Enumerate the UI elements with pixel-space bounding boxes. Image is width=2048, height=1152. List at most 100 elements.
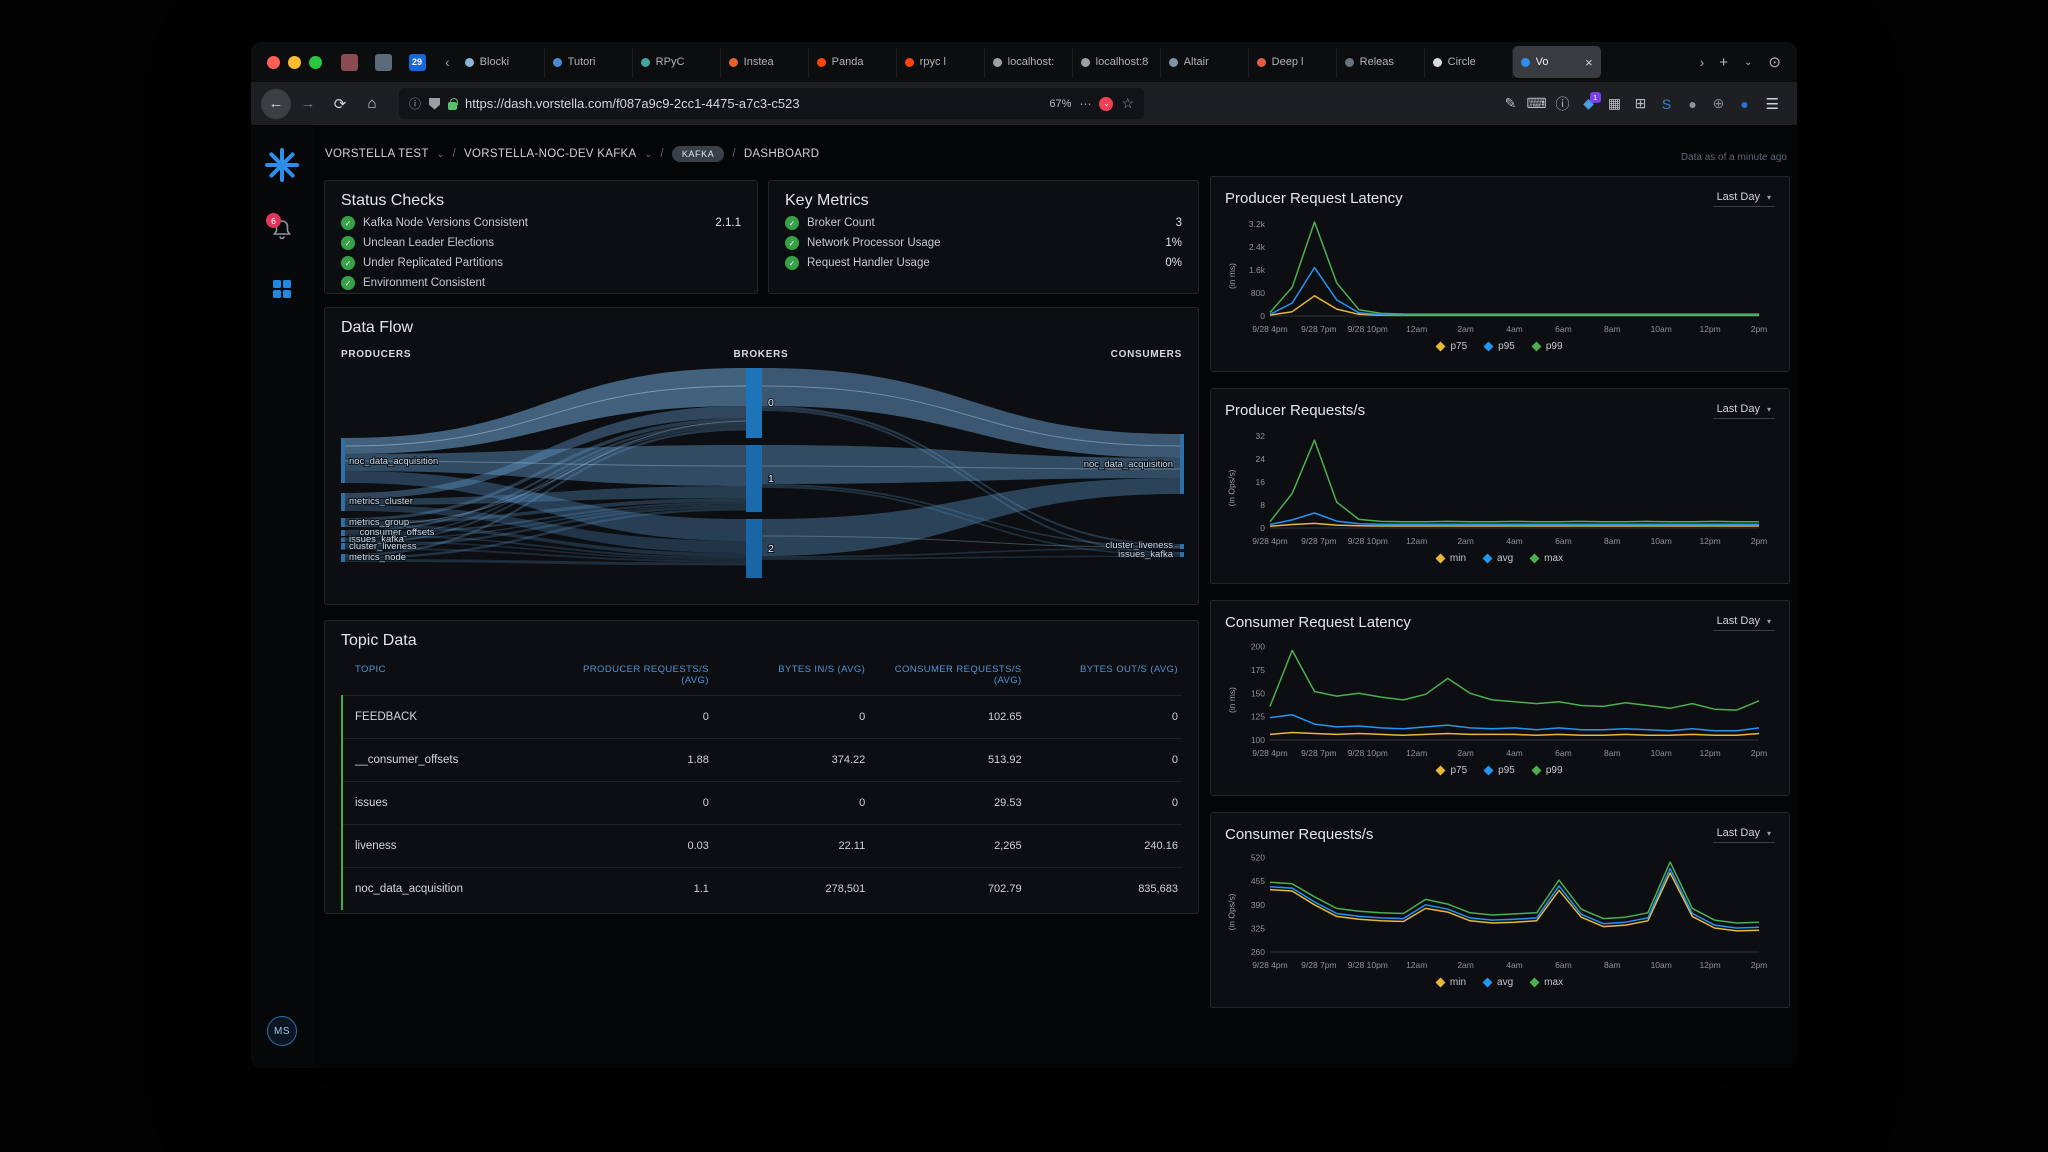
tab-11[interactable]: Circle xyxy=(1425,46,1513,78)
time-range-dropdown[interactable]: Last Day ▾ xyxy=(1712,401,1775,419)
pinned-tab-2[interactable] xyxy=(368,47,398,77)
pinned-favicon-icon xyxy=(374,53,392,71)
table-row[interactable]: noc_data_acquisition 1.1 278,501 702.79 835… xyxy=(341,867,1182,910)
page-info-icon[interactable]: ⓘ xyxy=(409,97,422,111)
url-text[interactable]: https://dash.vorstella.com/f087a9c9-2cc1… xyxy=(465,96,800,111)
table-row[interactable]: FEEDBACK 0 0 102.65 0 xyxy=(341,695,1182,738)
bird-extension-icon[interactable]: ◆ 1 xyxy=(1576,91,1602,117)
svg-text:325: 325 xyxy=(1251,923,1265,933)
breadcrumb-cluster[interactable]: VORSTELLA-NOC-DEV KAFKA xyxy=(464,148,637,160)
column-header[interactable]: PRODUCER REQUESTS/S (AVG) xyxy=(583,664,709,686)
tab-10[interactable]: Releas xyxy=(1337,46,1425,78)
producer-node-label: metrics_group xyxy=(349,517,409,528)
page-actions-icon[interactable]: ⋯ xyxy=(1079,96,1092,111)
legend-item[interactable]: p99 xyxy=(1531,341,1563,352)
circle-extension-icon[interactable]: ● xyxy=(1740,95,1749,112)
tab-8[interactable]: Altair xyxy=(1161,46,1249,78)
hamburger-menu-icon[interactable]: ☰ xyxy=(1765,95,1779,113)
time-range-dropdown[interactable]: Last Day ▾ xyxy=(1712,189,1775,207)
tab-12[interactable]: Vo × xyxy=(1512,46,1601,78)
vorstella-logo-icon[interactable] xyxy=(251,148,313,182)
column-header[interactable]: BYTES IN/S (AVG) xyxy=(778,664,866,675)
calc-extension-icon[interactable]: ⊞ xyxy=(1634,95,1647,111)
chart-legend: min avg max xyxy=(1225,553,1775,564)
table-row[interactable]: __consumer_offsets 1.88 374.22 513.92 0 xyxy=(341,738,1182,781)
tab-3[interactable]: Instea xyxy=(721,46,809,78)
table-row[interactable]: issues 0 0 29.53 0 xyxy=(341,781,1182,824)
legend-item[interactable]: p75 xyxy=(1436,765,1467,776)
address-bar[interactable]: ⓘ https://dash.vorstella.com/f087a9c9-2c… xyxy=(399,88,1144,119)
pinned-tab-1[interactable] xyxy=(334,47,364,77)
tab-0[interactable]: Blocki xyxy=(457,46,545,78)
svg-text:2am: 2am xyxy=(1457,748,1474,758)
legend-marker-icon xyxy=(1531,765,1542,776)
new-tab-button[interactable]: + xyxy=(1719,53,1729,71)
legend-item[interactable]: max xyxy=(1529,977,1563,988)
time-range-dropdown[interactable]: Last Day ▾ xyxy=(1712,613,1775,631)
legend-item[interactable]: p99 xyxy=(1531,765,1563,776)
notifications-bell-icon[interactable]: 6 xyxy=(251,213,313,245)
legend-item[interactable]: max xyxy=(1529,553,1563,564)
tab-close-icon[interactable]: × xyxy=(1585,54,1593,70)
svg-text:16: 16 xyxy=(1256,477,1266,487)
legend-item[interactable]: min xyxy=(1435,977,1466,988)
scroll-tabs-right-icon[interactable]: › xyxy=(1699,54,1705,70)
info-extension-icon[interactable]: ⓘ xyxy=(1555,95,1570,112)
breadcrumb-page[interactable]: DASHBOARD xyxy=(743,148,820,160)
tab-5[interactable]: rpyc l xyxy=(897,46,985,78)
breadcrumb-org[interactable]: VORSTELLA TEST xyxy=(325,148,429,160)
sankey-diagram[interactable]: noc_data_acquisition metrics_cluster met… xyxy=(341,366,1184,579)
keyboard-extension-icon[interactable]: ⌨ xyxy=(1526,95,1547,111)
grid-extension-icon[interactable]: ▦ xyxy=(1607,95,1622,111)
y-axis-label: (in Ops/s) xyxy=(1226,469,1237,507)
legend-marker-icon xyxy=(1482,553,1493,564)
minimize-window-button[interactable] xyxy=(288,55,301,69)
column-header[interactable]: TOPIC xyxy=(355,664,386,675)
back-button[interactable]: ← xyxy=(261,88,291,119)
zoom-level[interactable]: 67% xyxy=(1049,97,1072,110)
window-controls xyxy=(267,55,322,69)
profile-extension-icon[interactable]: ● xyxy=(1688,95,1697,112)
column-header[interactable]: CONSUMER REQUESTS/S (AVG) xyxy=(894,664,1022,686)
home-button[interactable]: ⌂ xyxy=(367,95,377,112)
tab-1[interactable]: Tutori xyxy=(545,46,633,78)
table-row[interactable]: liveness 0.03 22.11 2,265 240.16 xyxy=(341,824,1182,867)
svg-text:6am: 6am xyxy=(1555,536,1572,546)
legend-item[interactable]: min xyxy=(1435,553,1466,564)
legend-marker-icon xyxy=(1529,977,1540,988)
legend-item[interactable]: p75 xyxy=(1436,341,1467,352)
s-extension-icon[interactable]: S xyxy=(1661,95,1672,112)
y-axis-label: (in ms) xyxy=(1226,687,1237,713)
panel-title: Topic Data xyxy=(341,632,417,649)
svg-text:2pm: 2pm xyxy=(1751,536,1767,546)
legend-item[interactable]: avg xyxy=(1482,977,1513,988)
sidebar-item-dashboard[interactable] xyxy=(251,278,313,300)
tab-6[interactable]: localhost: xyxy=(985,46,1073,78)
secure-lock-icon[interactable] xyxy=(448,97,458,110)
legend-item[interactable]: p95 xyxy=(1483,765,1515,776)
svg-text:2am: 2am xyxy=(1457,536,1474,546)
edit-extension-icon[interactable]: ✎ xyxy=(1504,95,1517,111)
svg-text:260: 260 xyxy=(1251,947,1265,957)
legend-item[interactable]: p95 xyxy=(1483,341,1515,352)
forward-button[interactable]: → xyxy=(300,95,316,112)
globe-extension-icon[interactable]: ⊕ xyxy=(1712,95,1725,111)
user-avatar[interactable]: MS xyxy=(251,1016,313,1046)
tab-9[interactable]: Deep l xyxy=(1249,46,1337,78)
tab-2[interactable]: RPyC xyxy=(633,46,721,78)
scroll-tabs-left-icon[interactable]: ‹ xyxy=(445,54,450,70)
close-window-button[interactable] xyxy=(267,55,280,69)
pocket-icon[interactable]: ⌄ xyxy=(1099,96,1114,111)
column-header[interactable]: BYTES OUT/S (AVG) xyxy=(1080,664,1178,675)
pinned-tab-3[interactable]: 29 xyxy=(402,47,432,77)
bookmark-star-icon[interactable]: ☆ xyxy=(1121,95,1134,111)
session-icon[interactable]: ⊙ xyxy=(1768,54,1781,71)
zoom-window-button[interactable] xyxy=(309,55,322,69)
reload-button[interactable]: ⟳ xyxy=(333,95,347,113)
tab-4[interactable]: Panda xyxy=(809,46,897,78)
tab-7[interactable]: localhost:8 xyxy=(1073,46,1161,78)
list-tabs-icon[interactable]: ⌄ xyxy=(1744,56,1753,68)
time-range-dropdown[interactable]: Last Day ▾ xyxy=(1712,825,1775,843)
legend-item[interactable]: avg xyxy=(1482,553,1513,564)
tracking-protection-shield-icon[interactable] xyxy=(429,97,441,110)
